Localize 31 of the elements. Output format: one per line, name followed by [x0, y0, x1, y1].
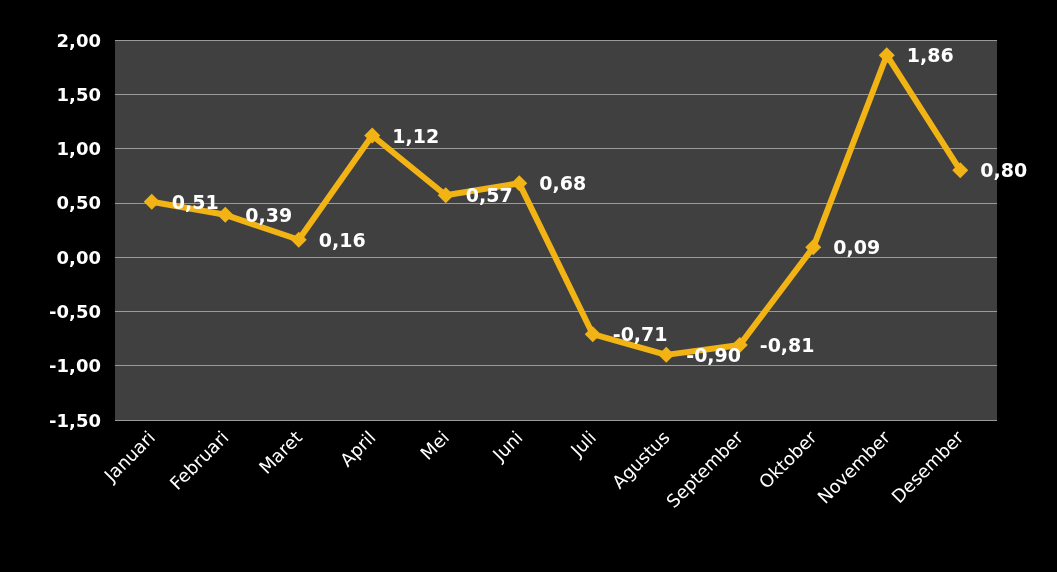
- y-tick-label: 1,00: [56, 138, 101, 160]
- point: [805, 239, 822, 256]
- point: [217, 206, 234, 223]
- point: [290, 231, 307, 248]
- data-label: 0,39: [245, 203, 293, 226]
- point: [952, 162, 969, 179]
- data-label: 0,80: [980, 159, 1028, 182]
- data-label: 0,16: [318, 228, 366, 251]
- data-label: 0,51: [171, 190, 219, 213]
- y-tick-label: 0,50: [56, 192, 101, 214]
- data-label: 0,09: [833, 236, 881, 259]
- data-label: 1,12: [392, 124, 440, 147]
- y-tick-label: 0,00: [56, 246, 101, 268]
- y-tick-label: -0,50: [49, 300, 101, 322]
- data-label: -0,81: [759, 334, 815, 357]
- data-label: -0,90: [686, 343, 742, 366]
- data-label: 0,68: [539, 172, 587, 195]
- data-label: -0,71: [612, 323, 668, 346]
- y-tick-label: -1,00: [49, 355, 101, 377]
- point: [878, 47, 895, 64]
- y-tick-label: -1,50: [49, 409, 101, 431]
- point: [511, 175, 528, 192]
- y-tick-label: 2,00: [56, 29, 101, 51]
- data-label: 1,86: [906, 44, 954, 67]
- point: [364, 127, 381, 144]
- point: [584, 326, 601, 343]
- y-tick-label: 1,50: [56, 83, 101, 105]
- x-tick-label: Mei: [416, 426, 454, 464]
- point: [143, 193, 160, 210]
- data-label: 0,57: [465, 184, 513, 207]
- point: [437, 187, 454, 204]
